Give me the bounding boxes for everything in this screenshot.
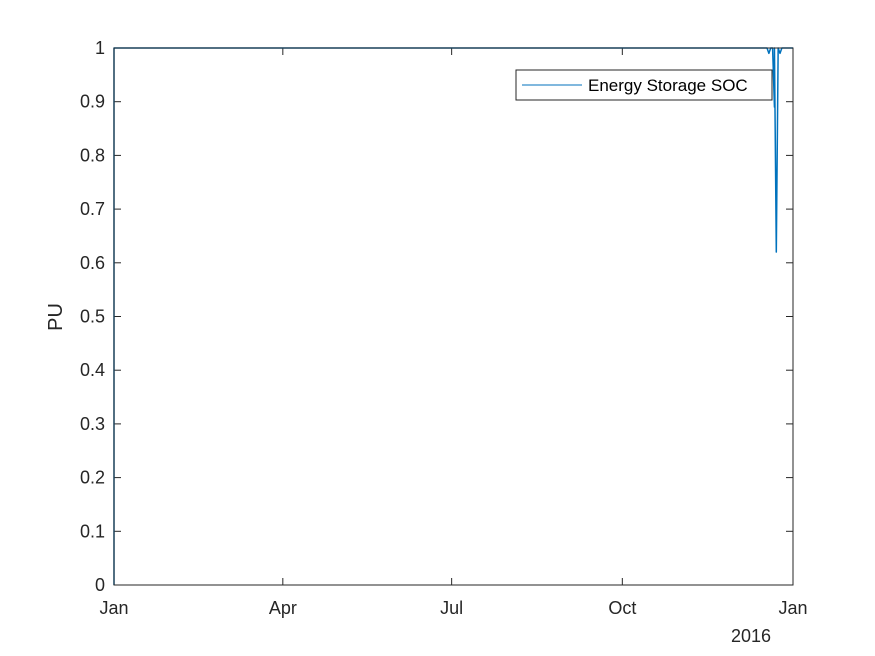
y-axis-ticks: 0 0.1 0.2 0.3 0.4 0.5 0.6 0.7 0.8 0.9 1 xyxy=(80,38,793,595)
x-tick-label: Jan xyxy=(99,598,128,618)
y-tick-label: 0 xyxy=(95,575,105,595)
x-tick-label: Apr xyxy=(269,598,297,618)
x-tick-label: Jul xyxy=(440,598,463,618)
x-tick-label: Oct xyxy=(608,598,636,618)
y-tick-label: 0.4 xyxy=(80,360,105,380)
legend: Energy Storage SOC xyxy=(515,69,773,101)
plot-frame xyxy=(113,47,794,586)
y-tick-label: 0.6 xyxy=(80,253,105,273)
x-axis-ticks: Jan Apr Jul Oct Jan xyxy=(99,48,808,618)
y-tick-label: 0.9 xyxy=(80,92,105,112)
y-tick-label: 0.5 xyxy=(80,307,105,327)
y-tick-label: 1 xyxy=(95,38,105,58)
y-tick-label: 0.1 xyxy=(80,521,105,541)
y-tick-label: 0.3 xyxy=(80,414,105,434)
y-axis-label: PU xyxy=(45,303,67,331)
y-tick-label: 0.2 xyxy=(80,468,105,488)
legend-label-energy-storage-soc: Energy Storage SOC xyxy=(588,76,748,95)
x-tick-label: Jan xyxy=(778,598,807,618)
plot-area xyxy=(114,48,793,585)
x-axis-year-label: 2016 xyxy=(731,626,771,646)
y-tick-label: 0.7 xyxy=(80,199,105,219)
y-tick-label: 0.8 xyxy=(80,145,105,165)
